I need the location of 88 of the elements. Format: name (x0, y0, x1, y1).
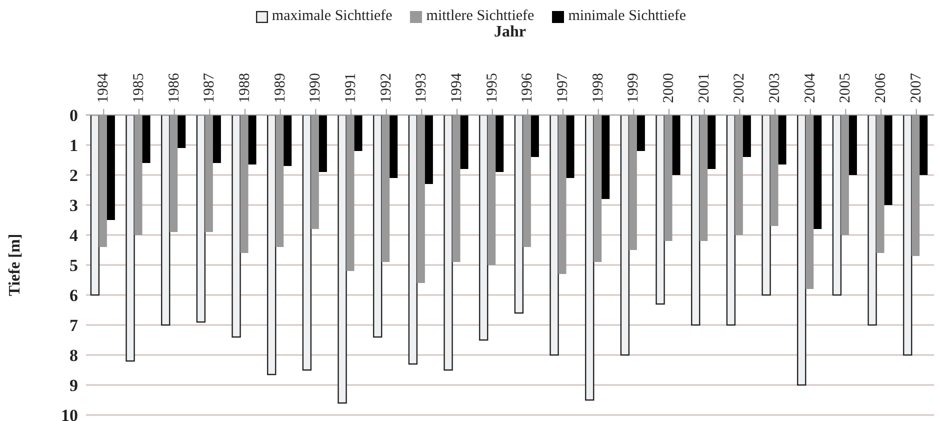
bar (212, 115, 221, 163)
x-tick-label: 1997 (555, 72, 571, 103)
bar (408, 115, 418, 365)
bar (708, 115, 716, 169)
x-tick-label: 2007 (908, 72, 924, 103)
bar (479, 115, 488, 341)
x-tick-label: 1987 (202, 72, 218, 103)
x-tick-label: 2004 (802, 72, 818, 103)
bar (585, 115, 594, 401)
bar (106, 115, 115, 220)
bar (232, 115, 241, 338)
bar (903, 115, 912, 356)
bar (354, 115, 362, 151)
x-tick-label: 1995 (484, 73, 500, 103)
x-tick-label: 1984 (96, 72, 112, 103)
legend-label: minimale Sichttiefe (568, 8, 686, 25)
bar (267, 115, 276, 376)
bar (848, 115, 857, 175)
bar (90, 115, 100, 296)
legend-label: mittlere Sichttiefe (426, 8, 534, 25)
x-tick-label: 1996 (520, 72, 536, 103)
bar (390, 115, 398, 178)
bar (550, 115, 559, 356)
bar (742, 115, 751, 157)
bar (797, 115, 806, 386)
x-tick-label: 2006 (873, 72, 889, 103)
x-tick-label: 2000 (661, 73, 677, 103)
bar (318, 115, 327, 172)
bar (460, 115, 468, 169)
bar (884, 115, 892, 205)
bar (602, 115, 610, 199)
bar (196, 115, 206, 323)
bar (178, 115, 186, 148)
bar (636, 115, 645, 151)
bar (762, 115, 771, 296)
bar (424, 115, 433, 184)
x-tick-label: 2002 (732, 73, 748, 103)
x-tick-label: 2001 (696, 73, 712, 103)
x-tick-label: 1999 (626, 73, 642, 103)
y-tick-label: 2 (70, 166, 78, 186)
y-tick-label: 6 (70, 286, 78, 306)
y-tick-label: 10 (61, 406, 78, 421)
y-tick-label: 0 (70, 106, 78, 126)
bar (832, 115, 842, 296)
bar (302, 115, 312, 371)
x-axis-title: Jahr (494, 23, 526, 40)
x-tick-label: 1985 (131, 73, 147, 103)
bar (726, 115, 736, 326)
bar (868, 115, 877, 326)
bar (691, 115, 700, 326)
bar (566, 115, 574, 178)
x-tick-label: 1998 (590, 73, 606, 103)
bar (778, 115, 786, 164)
x-tick-label: 1993 (414, 73, 430, 103)
bar (142, 115, 150, 163)
x-tick-label: 1992 (378, 73, 394, 103)
y-tick-label: 3 (70, 196, 78, 216)
bar (814, 115, 822, 229)
y-tick-label: 9 (70, 376, 78, 396)
bar (338, 115, 347, 404)
bar (530, 115, 539, 157)
x-tick-label: 1991 (343, 73, 359, 103)
x-tick-label: 1990 (308, 73, 324, 103)
bar (248, 115, 256, 164)
bar (672, 115, 680, 175)
x-tick-label: 1989 (272, 73, 288, 103)
x-tick-label: 1988 (237, 73, 253, 103)
bar (496, 115, 504, 172)
x-tick-label: 2003 (767, 73, 783, 103)
bar (284, 115, 292, 166)
bar (161, 115, 170, 326)
y-axis-title: Tiefe [m] (6, 234, 24, 296)
y-tick-label: 5 (70, 256, 78, 276)
bar (514, 115, 524, 314)
bar (920, 115, 928, 175)
bar (373, 115, 382, 338)
y-tick-label: 1 (70, 136, 78, 156)
bar (126, 115, 135, 362)
bar (444, 115, 453, 371)
bar (656, 115, 665, 305)
y-tick-label: 4 (70, 226, 78, 246)
bar (620, 115, 630, 356)
x-tick-label: 1994 (449, 72, 465, 103)
x-tick-label: 2005 (838, 73, 854, 103)
legend-label: maximale Sichttiefe (272, 8, 392, 25)
y-tick-label: 7 (70, 316, 78, 336)
x-tick-label: 1986 (166, 72, 182, 103)
y-tick-label: 8 (70, 346, 78, 366)
